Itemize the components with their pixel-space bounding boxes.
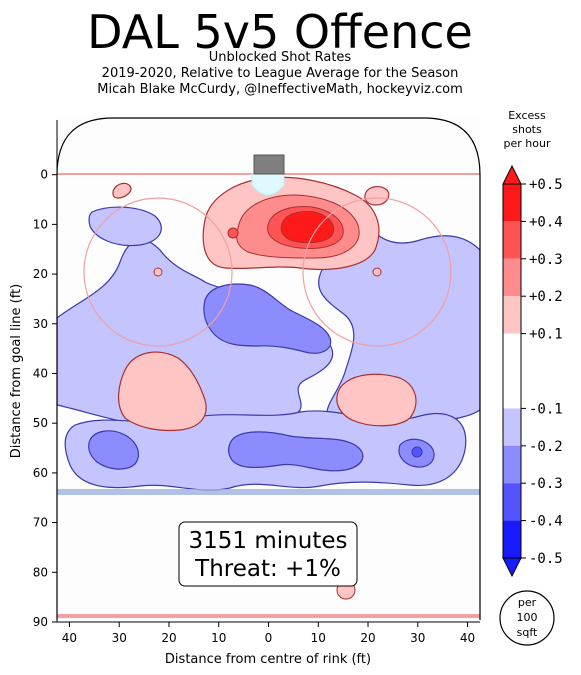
x-tick-label: 40 <box>62 631 77 645</box>
region-top-right-red <box>364 185 390 206</box>
region-left-faceoff-red <box>118 351 207 432</box>
colorbar-band <box>503 445 521 484</box>
y-tick-label: 50 <box>33 416 48 430</box>
annotation-threat: Threat: +1% <box>194 556 341 582</box>
credit-line: Micah Blake McCurdy, @IneffectiveMath, h… <box>97 82 463 97</box>
region-top-left-blue <box>88 206 162 247</box>
y-tick-label: 80 <box>33 565 48 579</box>
colorbar-title-2: shots <box>512 123 542 136</box>
colorbar-tick-label: +0.3 <box>529 252 563 268</box>
colorbar-tick-label: -0.2 <box>529 439 563 455</box>
colorbar-title-1: Excess <box>508 109 546 122</box>
region-point-blue-centre <box>228 431 364 472</box>
annotation-box <box>178 521 358 587</box>
unit-circle-outline <box>499 590 555 646</box>
y-tick-label: 70 <box>33 516 48 530</box>
y-tick-label: 0 <box>40 168 48 182</box>
unit-note-1: per <box>518 596 537 609</box>
x-axis-ticks: 40 30 20 10 0 10 20 30 40 <box>62 622 475 645</box>
boards <box>56 117 481 620</box>
colorbar-tick-label: +0.4 <box>529 214 563 230</box>
y-tick-label: 30 <box>33 317 48 331</box>
region-point-blue-left <box>88 430 139 470</box>
y-tick-label: 40 <box>33 366 48 380</box>
colorbar-band <box>503 520 521 558</box>
colorbar-band <box>503 408 521 446</box>
x-tick-label: 20 <box>360 631 375 645</box>
goal-net <box>253 154 285 175</box>
region-high-slot-blue <box>203 283 332 354</box>
x-tick-label: 0 <box>265 631 273 645</box>
region-red-dot-right <box>372 267 382 277</box>
region-red-dot-left <box>153 267 163 277</box>
region-point-blue-right-core <box>411 446 423 458</box>
region-slot-red-peak <box>280 211 335 244</box>
colorbar-title-3: per hour <box>504 137 551 150</box>
region-red-dot-slot <box>227 227 239 239</box>
y-tick-label: 60 <box>33 466 48 480</box>
x-tick-label: 20 <box>161 631 176 645</box>
region-right-point-red <box>336 373 417 427</box>
colorbar-arrow-top <box>502 164 522 185</box>
annotation-minutes: 3151 minutes <box>189 528 348 554</box>
colorbar-tick-label: +0.5 <box>529 177 563 193</box>
colorbar-band <box>503 296 521 334</box>
y-tick-label: 10 <box>33 217 48 231</box>
colorbar-arrow-bottom <box>502 557 522 578</box>
colorbar-tick-label: +0.1 <box>529 327 563 343</box>
x-tick-label: 10 <box>311 631 326 645</box>
colorbar-band <box>503 221 521 259</box>
y-axis-ticks: 0 10 20 30 40 50 60 70 80 90 <box>33 168 57 629</box>
colorbar-band <box>503 333 521 409</box>
y-tick-label: 20 <box>33 267 48 281</box>
x-tick-label: 10 <box>211 631 226 645</box>
chart-title: DAL 5v5 Offence <box>87 5 473 59</box>
colorbar-tick-label: -0.1 <box>529 401 563 417</box>
y-axis-label: Distance from goal line (ft) <box>9 284 24 458</box>
colorbar-band <box>503 483 521 521</box>
colorbar-tick-label: -0.4 <box>529 514 563 530</box>
unit-note-3: sqft <box>517 626 538 639</box>
x-axis-label: Distance from centre of rink (ft) <box>165 652 371 667</box>
faceoff-circle-right <box>302 197 452 347</box>
colorbar-band <box>503 258 521 297</box>
chart-subtitle: Unblocked Shot Rates <box>208 50 352 65</box>
colorbar-outline <box>502 183 522 559</box>
colorbar-band <box>503 184 521 222</box>
x-tick-label: 30 <box>410 631 425 645</box>
y-tick-label: 90 <box>33 615 48 629</box>
season-line: 2019-2020, Relative to League Average fo… <box>101 66 459 81</box>
crease <box>251 173 285 196</box>
faceoff-circle-left <box>83 197 233 347</box>
shot-rate-contours <box>57 176 480 600</box>
colorbar: Excess shots per hour +0.5 +0.4 +0.3 +0.2 +0… <box>502 109 563 578</box>
colorbar-tick-label: +0.2 <box>529 289 563 305</box>
colorbar-tick-label: -0.5 <box>529 551 563 567</box>
unit-note-2: 100 <box>517 611 538 624</box>
colorbar-tick-label: -0.3 <box>529 476 563 492</box>
region-top-left-red-dot <box>112 182 132 199</box>
unit-circle: per 100 sqft <box>499 590 555 646</box>
x-tick-label: 40 <box>460 631 475 645</box>
x-tick-label: 30 <box>112 631 127 645</box>
